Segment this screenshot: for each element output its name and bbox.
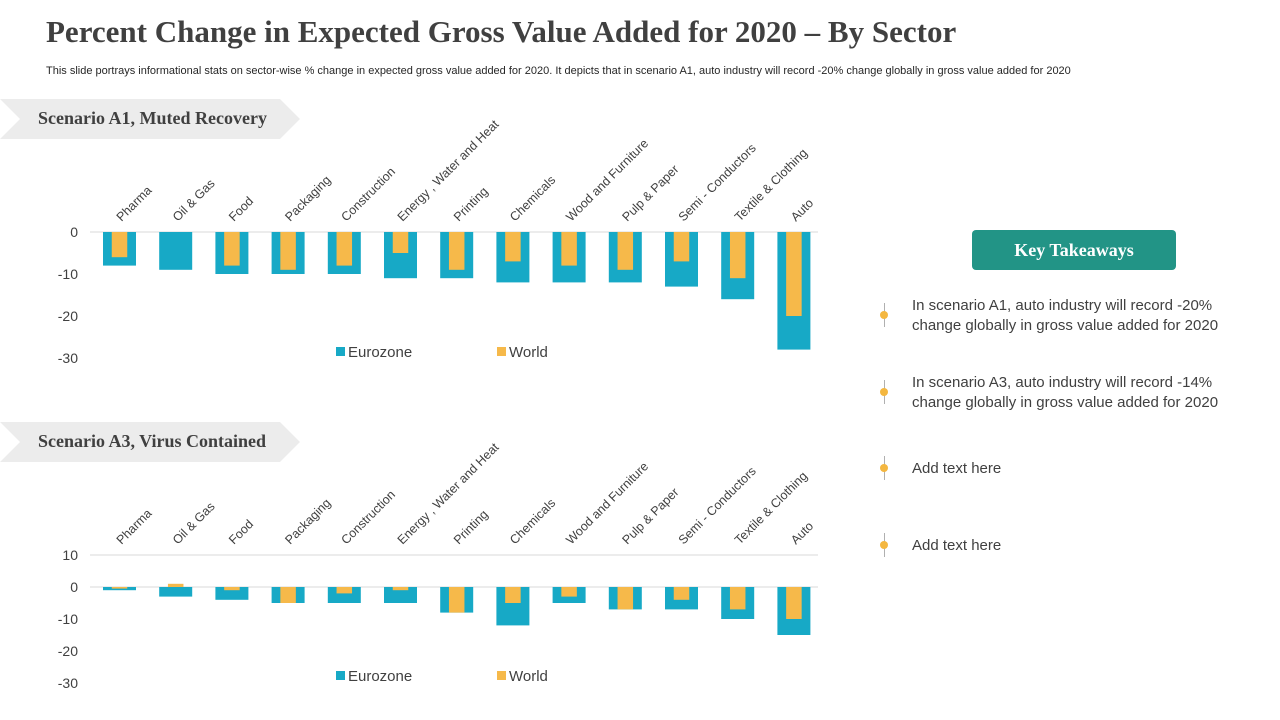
y-tick-label: -20 bbox=[58, 308, 78, 324]
legend-label: Eurozone bbox=[348, 668, 412, 685]
eurozone-bar bbox=[159, 587, 193, 597]
takeaway-text: Add text here bbox=[912, 460, 1002, 477]
legend-label: World bbox=[509, 344, 548, 361]
scenario-a3-banner: Scenario A3, Virus Contained bbox=[0, 422, 300, 462]
category-label: Pharma bbox=[114, 183, 155, 224]
world-bar bbox=[729, 587, 746, 610]
legend-swatch bbox=[497, 347, 506, 356]
category-label: Auto bbox=[788, 196, 816, 224]
category-label: Food bbox=[226, 194, 256, 224]
world-bar bbox=[617, 232, 634, 270]
legend-swatch bbox=[336, 347, 345, 356]
world-bar bbox=[392, 587, 409, 591]
world-bar bbox=[729, 232, 746, 279]
category-label: Oil & Gas bbox=[170, 499, 218, 547]
world-bar bbox=[786, 587, 802, 619]
y-tick-label: -20 bbox=[58, 643, 78, 659]
world-bar bbox=[448, 587, 465, 613]
takeaway-text: In scenario A1, auto industry will recor… bbox=[912, 297, 1219, 334]
category-label: Pulp & Paper bbox=[620, 162, 682, 224]
world-bar bbox=[336, 587, 353, 594]
legend-swatch bbox=[336, 671, 345, 680]
category-label: Packaging bbox=[282, 173, 333, 224]
key-takeaways-badge: Key Takeaways bbox=[972, 230, 1176, 270]
category-label: Pharma bbox=[114, 506, 155, 547]
world-bar bbox=[617, 587, 634, 610]
world-bar bbox=[561, 587, 577, 597]
takeaway-text: In scenario A3, auto industry will recor… bbox=[912, 374, 1219, 411]
legend-label: World bbox=[509, 668, 548, 685]
category-label: Printing bbox=[451, 184, 491, 224]
category-label: Food bbox=[226, 517, 256, 547]
takeaway-text: Add text here bbox=[912, 537, 1002, 554]
scenario-a1-banner: Scenario A1, Muted Recovery bbox=[0, 99, 300, 139]
world-bar bbox=[392, 232, 409, 253]
bullet-dot-icon bbox=[880, 541, 888, 549]
scenario-a1-chart: 0 -10 -20 -30 Pharma Oil & Gas Food Packaging Co… bbox=[0, 110, 830, 380]
legend-swatch bbox=[497, 671, 506, 680]
world-bar bbox=[280, 587, 296, 603]
category-label: Oil & Gas bbox=[170, 176, 218, 224]
world-bar bbox=[505, 587, 521, 603]
eurozone-bar bbox=[159, 232, 193, 270]
scenario-a3-svg: 10 0 -10 -20 -30 Pharma Oil & Gas Food Packaging… bbox=[58, 440, 818, 691]
category-label: Energy , Water and Heat bbox=[395, 440, 502, 547]
category-label: Pulp & Paper bbox=[620, 485, 682, 547]
y-tick-label: 0 bbox=[70, 224, 78, 240]
category-label: Construction bbox=[339, 488, 399, 548]
world-bar bbox=[111, 232, 128, 258]
world-bar bbox=[448, 232, 465, 270]
bullet-dot-icon bbox=[880, 388, 888, 396]
eurozone-bar bbox=[384, 587, 417, 603]
eurozone-bar bbox=[327, 587, 361, 603]
y-tick-label: 0 bbox=[70, 579, 78, 595]
world-bar bbox=[505, 232, 521, 262]
y-tick-label: -30 bbox=[58, 350, 78, 366]
world-bar bbox=[673, 232, 690, 262]
legend-label: Eurozone bbox=[348, 344, 412, 361]
bullet-dot-icon bbox=[880, 311, 888, 319]
category-label: Construction bbox=[339, 165, 399, 225]
scenario-a3-chart: 10 0 -10 -20 -30 Pharma Oil & Gas Food Packaging… bbox=[0, 433, 830, 703]
world-bar bbox=[786, 232, 802, 316]
y-tick-label: -10 bbox=[58, 611, 78, 627]
bullet-dot-icon bbox=[880, 464, 888, 472]
eurozone-bar bbox=[215, 587, 249, 600]
world-bar bbox=[224, 587, 240, 591]
category-label: Auto bbox=[788, 519, 816, 547]
world-bar bbox=[561, 232, 577, 266]
world-bar bbox=[280, 232, 296, 270]
category-label: Chemicals bbox=[507, 173, 558, 224]
category-label: Printing bbox=[451, 507, 491, 547]
world-bar bbox=[673, 587, 690, 600]
category-label: Packaging bbox=[282, 496, 333, 547]
world-bar bbox=[224, 232, 240, 266]
y-tick-label: 10 bbox=[62, 547, 78, 563]
page-title: Percent Change in Expected Gross Value A… bbox=[46, 14, 957, 49]
world-bar bbox=[336, 232, 353, 266]
world-bar bbox=[167, 583, 184, 587]
scenario-a1-svg: 0 -10 -20 -30 Pharma Oil & Gas Food Packaging Co… bbox=[58, 117, 818, 366]
y-tick-label: -10 bbox=[58, 266, 78, 282]
scenario-a1-title: Scenario A1, Muted Recovery bbox=[38, 108, 267, 128]
y-tick-label: -30 bbox=[58, 675, 78, 691]
world-bar bbox=[111, 587, 128, 589]
scenario-a3-title: Scenario A3, Virus Contained bbox=[38, 431, 267, 451]
category-label: Energy , Water and Heat bbox=[395, 117, 502, 224]
page-subtitle: This slide portrays informational stats … bbox=[46, 65, 1071, 77]
category-label: Chemicals bbox=[507, 496, 558, 547]
